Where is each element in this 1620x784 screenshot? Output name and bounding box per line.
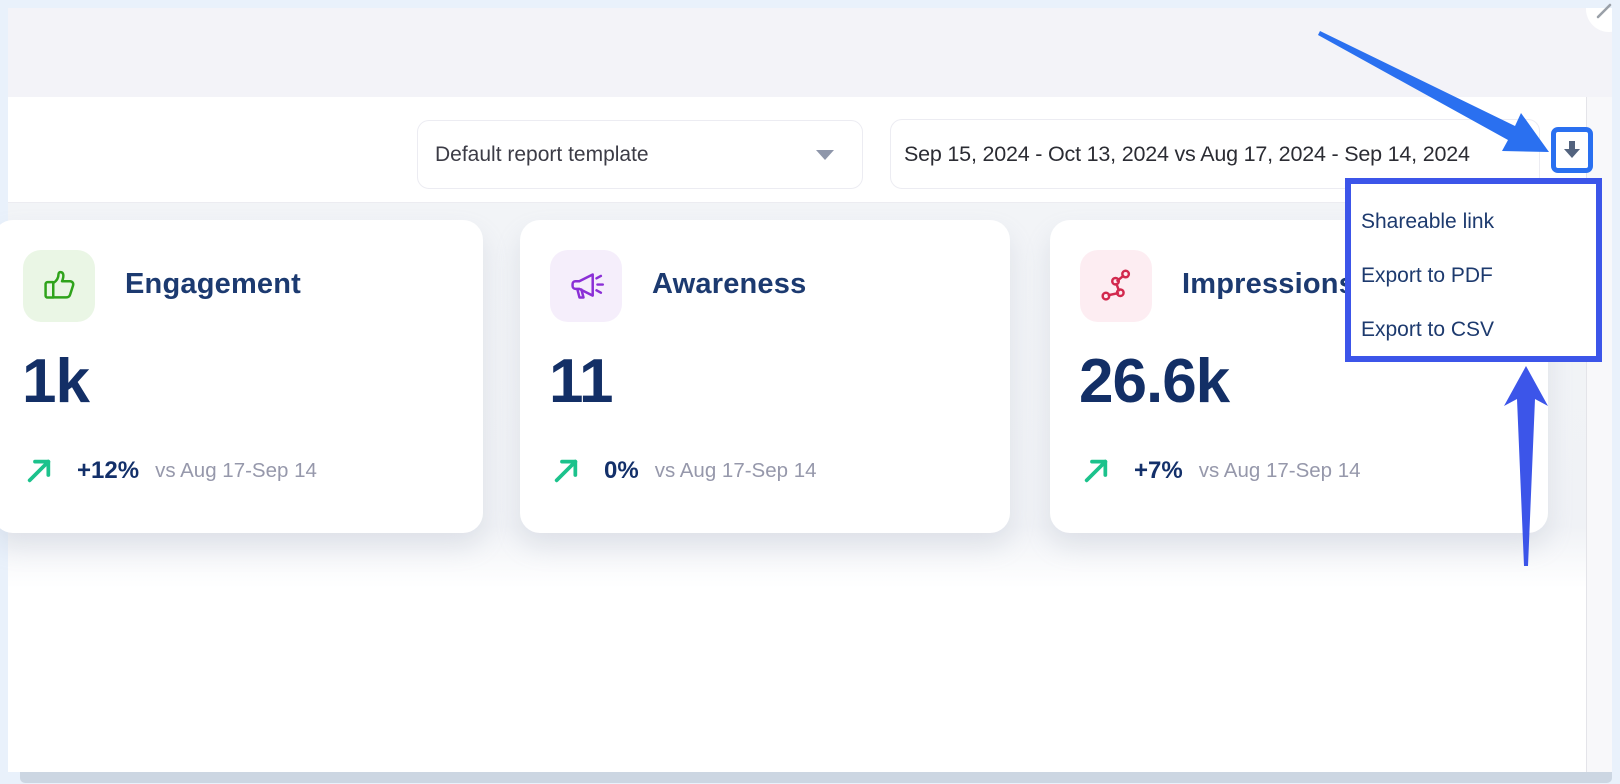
trend-up-arrow-icon (27, 459, 51, 483)
date-range-value: Sep 15, 2024 - Oct 13, 2024 vs Aug 17, 2… (904, 141, 1470, 166)
card-title: Impressions (1182, 268, 1356, 300)
thumbs-up-icon (44, 270, 75, 299)
metric-card-awareness: Awareness 11 0% vs Aug 17-Sep 14 (520, 220, 1010, 533)
menu-item-shareable-link[interactable]: Shareable link (1361, 210, 1495, 233)
content-area-lower (8, 588, 1586, 772)
card-value: 11 (549, 347, 614, 416)
download-arrow-icon (1564, 141, 1580, 158)
frame-edge-top (0, 0, 1620, 8)
export-menu: Shareable link Export to PDF Export to C… (1345, 178, 1602, 362)
frame-edge-right (1612, 0, 1620, 784)
card-delta-row: 0% vs Aug 17-Sep 14 (550, 453, 817, 489)
menu-item-export-pdf[interactable]: Export to PDF (1361, 264, 1493, 287)
megaphone-icon (571, 273, 605, 299)
card-title: Engagement (125, 268, 302, 300)
card-title: Awareness (652, 268, 807, 300)
metric-card-engagement: Engagement 1k +12% vs Aug 17-Sep 14 (0, 220, 483, 533)
card-value: 1k (22, 347, 90, 416)
trend-up-arrow-icon (554, 459, 578, 483)
card-compare-label: vs Aug 17-Sep 14 (155, 459, 317, 482)
report-template-value: Default report template (435, 142, 649, 166)
card-delta-value: 0% (604, 457, 639, 484)
metric-card-impressions: Impressions 26.6k +7% vs Aug 17-Sep 14 (1050, 220, 1548, 533)
card-compare-label: vs Aug 17-Sep 14 (1198, 459, 1361, 482)
card-delta-value: +12% (77, 457, 140, 484)
awareness-icon-tile (550, 250, 622, 322)
trend-up-arrow-icon (1084, 459, 1108, 483)
export-download-button[interactable] (1551, 127, 1593, 173)
impressions-icon-tile (1080, 250, 1152, 322)
card-value: 26.6k (1079, 347, 1230, 416)
menu-item-export-csv[interactable]: Export to CSV (1361, 318, 1495, 341)
engagement-icon-tile (23, 250, 95, 322)
share-nodes-icon (1101, 269, 1131, 301)
window-bottom-shadow (20, 772, 1612, 783)
card-delta-value: +7% (1134, 457, 1183, 484)
chevron-down-icon (816, 149, 834, 160)
card-compare-label: vs Aug 17-Sep 14 (654, 459, 817, 482)
card-delta-row: +7% vs Aug 17-Sep 14 (1080, 453, 1361, 489)
card-delta-row: +12% vs Aug 17-Sep 14 (23, 453, 317, 489)
report-template-dropdown[interactable]: Default report template (417, 120, 863, 189)
top-header-band (8, 8, 1612, 97)
